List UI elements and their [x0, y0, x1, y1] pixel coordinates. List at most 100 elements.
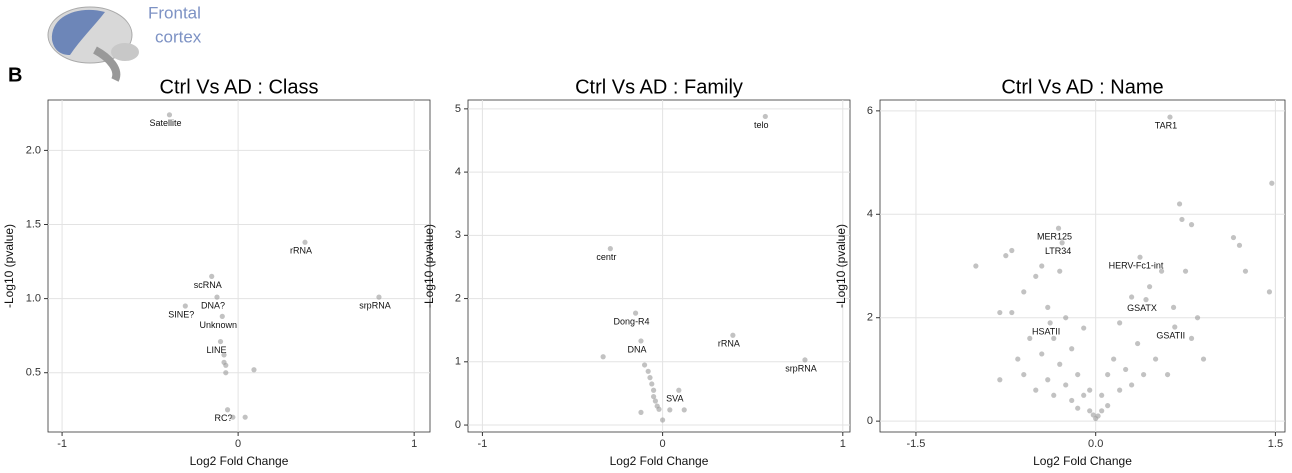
point	[219, 313, 225, 319]
plot-area	[879, 99, 1286, 433]
point	[997, 377, 1003, 383]
point	[1123, 366, 1129, 373]
point	[997, 309, 1003, 316]
point	[1236, 242, 1243, 248]
point	[223, 370, 229, 376]
point	[214, 294, 220, 300]
point-label: telo	[754, 120, 769, 130]
point	[1117, 320, 1123, 326]
y-axis-label: -Log10 (pvalue)	[834, 224, 848, 308]
point	[1069, 397, 1075, 404]
point-label: centr	[596, 252, 616, 262]
y-axis-label: -Log10 (pvalue)	[2, 224, 16, 308]
point	[242, 414, 248, 420]
point	[1111, 356, 1117, 362]
point	[1269, 180, 1275, 186]
point	[1137, 254, 1143, 260]
point	[230, 414, 236, 420]
point	[1242, 268, 1249, 274]
point	[1117, 387, 1123, 393]
point	[650, 387, 657, 393]
y-tick-label: 4	[867, 208, 873, 220]
point	[730, 332, 736, 338]
y-tick-label: 0	[455, 419, 461, 431]
point	[1188, 222, 1195, 228]
point	[1105, 371, 1111, 378]
point	[1105, 403, 1111, 409]
x-tick-label: 1.5	[1268, 438, 1283, 450]
point	[652, 398, 658, 404]
point	[638, 409, 644, 415]
point	[1009, 309, 1015, 316]
x-tick-label: 0	[660, 438, 666, 450]
point	[1179, 216, 1185, 223]
point-label: DNA?	[201, 301, 225, 311]
point	[600, 354, 606, 360]
point-label: Dong-R4	[614, 316, 650, 326]
y-tick-label: 1.5	[26, 218, 41, 230]
x-axis-label: Log2 Fold Change	[610, 454, 709, 468]
brain-icon	[47, 6, 139, 82]
y-tick-label: 4	[455, 166, 461, 178]
panel-label: B	[8, 64, 22, 86]
point	[1129, 294, 1135, 300]
point	[641, 362, 648, 368]
point	[649, 381, 655, 387]
region-label: cortex	[155, 27, 202, 46]
point	[1172, 324, 1178, 330]
point-label: Unknown	[200, 320, 238, 330]
point	[224, 407, 231, 413]
point	[1158, 268, 1165, 274]
point	[1152, 356, 1159, 362]
point	[650, 393, 657, 400]
point-label: GSATII	[1156, 330, 1185, 340]
plot-area	[47, 99, 431, 433]
point-label: MER125	[1037, 232, 1072, 242]
point	[802, 357, 808, 363]
y-tick-label: 5	[455, 103, 461, 115]
x-tick-label: 0	[235, 438, 241, 450]
point	[1047, 320, 1053, 326]
point	[1039, 263, 1045, 269]
point	[667, 407, 673, 413]
y-tick-label: 2.0	[26, 144, 41, 156]
point	[1075, 405, 1081, 411]
point	[1057, 361, 1063, 367]
point-label: LINE	[207, 345, 227, 355]
point-label: LTR34	[1045, 246, 1071, 256]
point	[656, 406, 662, 412]
y-tick-label: 1	[455, 356, 461, 368]
point	[762, 113, 768, 120]
point	[376, 294, 382, 300]
point	[1081, 325, 1087, 331]
point	[1015, 356, 1021, 362]
x-tick-label: -1	[57, 438, 67, 450]
point	[1200, 356, 1207, 362]
point	[676, 387, 682, 393]
point	[1090, 412, 1096, 418]
region-label: Frontal	[148, 3, 201, 22]
x-axis-label: Log2 Fold Change	[190, 454, 289, 468]
point	[1051, 392, 1057, 398]
point	[1182, 268, 1189, 274]
point	[302, 239, 308, 245]
point	[1188, 335, 1195, 341]
point	[1194, 315, 1201, 321]
point	[1069, 346, 1075, 352]
point	[681, 407, 687, 413]
point	[1027, 335, 1033, 341]
y-tick-label: 3	[455, 229, 461, 241]
chart-title: Ctrl Vs AD : Class	[160, 76, 319, 98]
point	[1143, 297, 1149, 303]
point	[607, 246, 613, 252]
point	[1135, 340, 1141, 347]
x-tick-label: 1	[411, 438, 417, 450]
chart-title: Ctrl Vs AD : Name	[1001, 76, 1163, 98]
point	[1141, 371, 1147, 378]
point-label: scRNA	[194, 280, 222, 290]
point-label: HSATII	[1032, 326, 1060, 336]
point	[1045, 377, 1051, 383]
y-tick-label: 0	[867, 415, 873, 427]
